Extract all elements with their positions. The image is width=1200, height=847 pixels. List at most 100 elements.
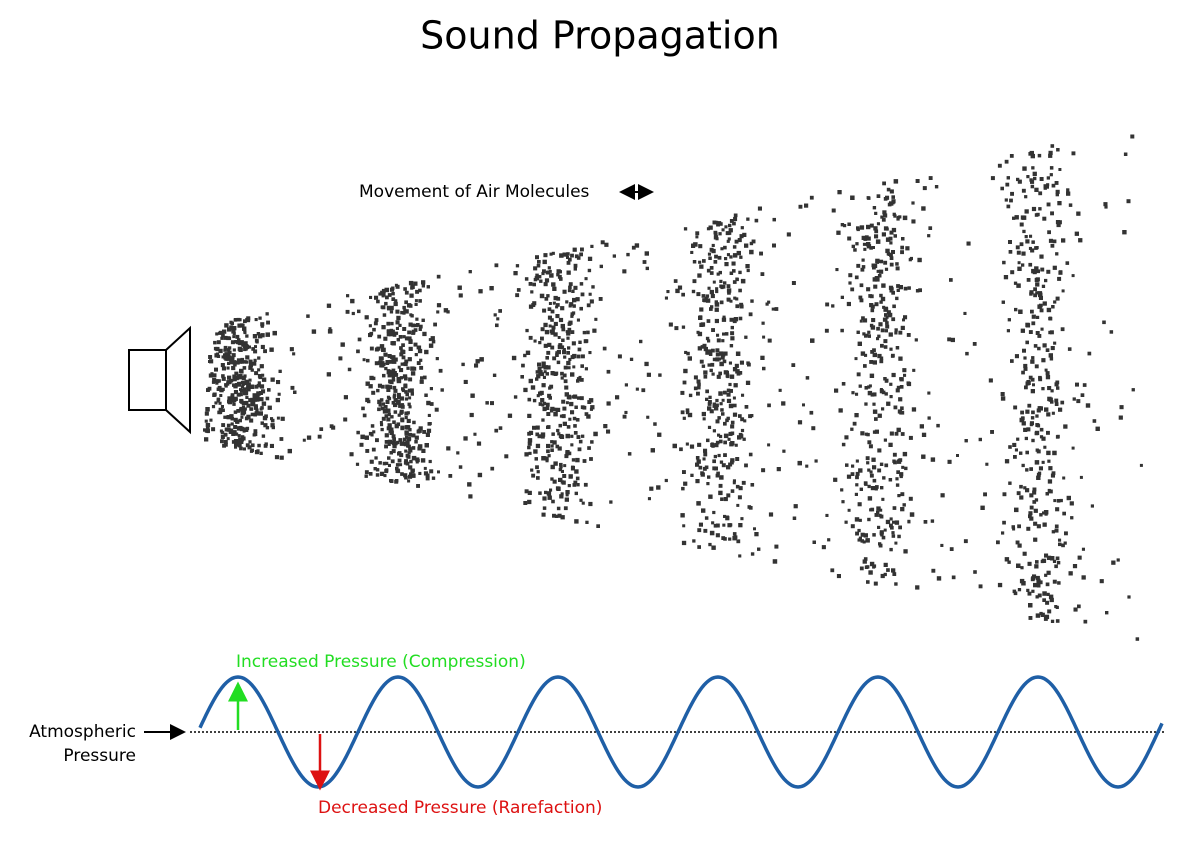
air-molecule	[399, 453, 403, 457]
air-molecule	[238, 408, 243, 412]
air-molecule	[388, 385, 393, 390]
air-molecule	[458, 465, 463, 469]
air-molecule	[1038, 292, 1043, 298]
air-molecule	[380, 406, 385, 411]
air-molecule	[733, 213, 738, 218]
air-molecule	[411, 473, 416, 478]
air-molecule	[580, 292, 585, 297]
air-molecule	[402, 374, 408, 379]
air-molecule	[250, 443, 255, 448]
air-molecule	[1015, 245, 1020, 250]
air-molecule	[220, 439, 224, 444]
air-molecule	[374, 295, 379, 300]
air-molecule	[397, 394, 401, 399]
air-molecule	[398, 403, 403, 408]
air-molecule	[966, 241, 971, 246]
air-molecule	[562, 373, 567, 378]
air-molecule	[1007, 560, 1011, 564]
air-molecule	[726, 284, 731, 288]
air-molecule	[691, 289, 696, 294]
air-molecule	[1024, 209, 1029, 214]
air-molecule	[880, 215, 884, 219]
air-molecule	[384, 433, 389, 438]
air-molecule	[380, 384, 385, 389]
air-molecule	[1013, 455, 1017, 459]
air-molecule	[719, 300, 724, 305]
air-molecule	[697, 273, 702, 278]
air-molecule	[538, 402, 543, 406]
air-molecule	[553, 411, 558, 417]
air-molecule	[740, 278, 746, 284]
air-molecule	[218, 331, 222, 335]
air-molecule	[709, 409, 714, 414]
air-molecule	[409, 449, 413, 453]
air-molecule	[203, 428, 207, 432]
air-molecule	[490, 401, 494, 406]
air-molecule	[556, 350, 561, 355]
air-molecule	[716, 471, 720, 476]
air-molecule	[394, 299, 398, 303]
air-molecule	[732, 481, 736, 485]
air-molecule	[1021, 421, 1026, 426]
atmospheric-label: Atmospheric	[29, 722, 136, 742]
air-molecule	[528, 378, 533, 384]
air-molecule	[1023, 427, 1028, 432]
air-molecule	[882, 181, 886, 186]
air-molecule	[732, 532, 737, 536]
air-molecule	[884, 392, 888, 396]
air-molecule	[253, 405, 258, 410]
air-molecule	[728, 228, 733, 233]
air-molecule	[259, 397, 264, 402]
air-molecule	[705, 389, 709, 394]
air-molecule	[880, 533, 884, 537]
air-molecule	[702, 457, 706, 461]
air-molecule	[885, 324, 890, 329]
air-molecule	[424, 443, 429, 448]
air-molecule	[1049, 597, 1054, 603]
air-molecule	[562, 406, 567, 411]
air-molecule	[895, 483, 900, 487]
air-molecule	[568, 417, 572, 421]
air-molecule	[990, 176, 995, 181]
air-molecule	[729, 442, 734, 447]
air-molecule	[879, 356, 884, 360]
air-molecule	[869, 473, 874, 478]
air-molecule	[696, 292, 701, 297]
air-molecule	[405, 392, 409, 397]
air-molecule	[567, 257, 572, 262]
air-molecule	[551, 251, 555, 255]
air-molecule	[386, 426, 391, 431]
air-molecule	[870, 325, 876, 330]
air-molecule	[390, 459, 395, 464]
air-molecule	[739, 255, 743, 259]
air-molecule	[582, 459, 587, 463]
air-molecule	[427, 413, 431, 417]
air-molecule	[498, 309, 502, 313]
air-molecule	[891, 290, 895, 294]
air-molecule	[876, 326, 880, 331]
air-molecule	[903, 286, 908, 291]
air-molecule	[677, 285, 683, 290]
air-molecule	[415, 317, 419, 321]
air-molecule	[1046, 307, 1052, 313]
air-molecule	[1045, 371, 1050, 376]
air-molecule	[404, 425, 409, 430]
air-molecule	[718, 371, 722, 376]
air-molecule	[546, 425, 551, 429]
air-molecule	[428, 343, 434, 348]
air-molecule	[718, 270, 722, 275]
air-molecule	[550, 331, 554, 335]
air-molecule	[1036, 315, 1040, 319]
air-molecule	[554, 333, 558, 337]
air-molecule	[246, 318, 251, 323]
air-molecule	[997, 163, 1002, 168]
air-molecule	[223, 440, 228, 444]
air-molecule	[1025, 488, 1030, 493]
air-molecule	[862, 559, 867, 564]
air-molecule	[404, 390, 408, 394]
air-molecule	[583, 482, 588, 487]
air-molecule	[1055, 619, 1060, 623]
air-molecule	[708, 400, 712, 404]
air-molecule	[536, 476, 540, 480]
air-molecule	[549, 252, 553, 256]
